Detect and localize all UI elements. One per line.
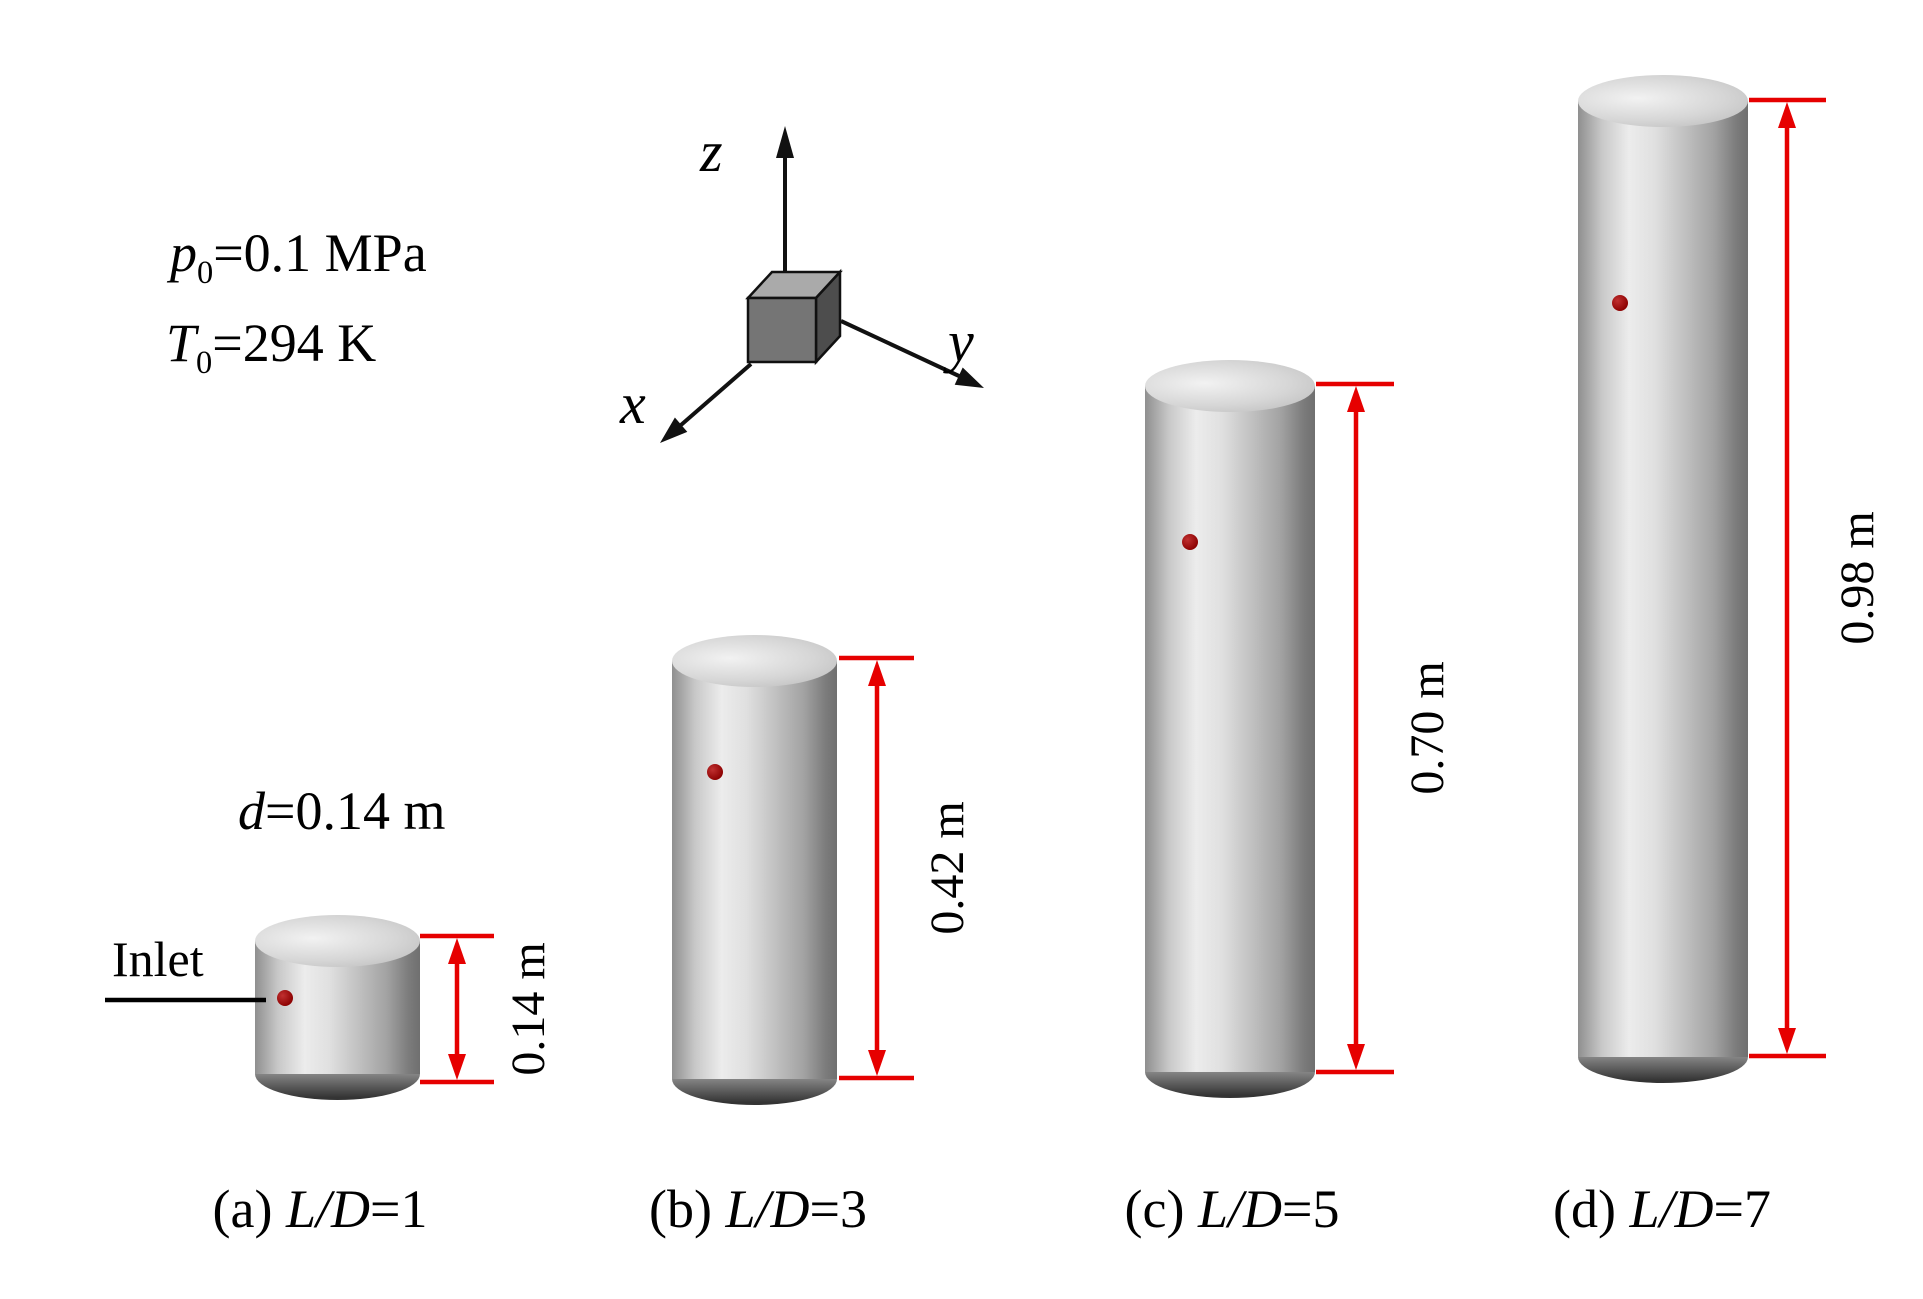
pressure-subscript: 0 [197, 254, 214, 291]
x-axis-arrow [660, 362, 753, 443]
cylinder-a [255, 915, 420, 1100]
caption-a-variable: L/D [285, 1179, 370, 1239]
caption-c: (c) L/D=5 [1082, 1178, 1382, 1240]
caption-c-prefix: (c) [1124, 1179, 1198, 1239]
cylinder-a-probe-dot [277, 990, 293, 1006]
dimension-arrow-a [420, 933, 494, 1085]
dimension-label-c: 0.70 m [1400, 661, 1454, 795]
pressure-symbol: p [170, 223, 197, 283]
dimension-arrow-b [839, 655, 914, 1081]
pressure-condition-label: p0=0.1 MPa [170, 222, 427, 292]
axis-cube [745, 268, 843, 366]
diameter-value: =0.14 m [265, 781, 446, 841]
caption-b: (b) L/D=3 [608, 1178, 908, 1240]
cylinder-b-body [672, 661, 837, 1079]
dimension-arrow-d [1749, 97, 1826, 1059]
dimension-label-a: 0.14 m [501, 942, 555, 1076]
temperature-symbol: T [166, 313, 197, 373]
caption-b-variable: L/D [725, 1179, 810, 1239]
diameter-symbol: d [238, 781, 265, 841]
pressure-value: =0.1 MPa [213, 223, 427, 283]
inlet-label: Inlet [112, 931, 204, 987]
dimension-label-b: 0.42 m [920, 801, 974, 935]
y-axis-label: y [948, 309, 974, 374]
cylinder-c-probe-dot [1182, 534, 1198, 550]
cylinder-c-body [1145, 386, 1315, 1072]
caption-a-value: =1 [370, 1179, 428, 1239]
dimension-arrow-c [1316, 381, 1394, 1075]
caption-b-prefix: (b) [649, 1179, 726, 1239]
caption-d-prefix: (d) [1553, 1179, 1630, 1239]
temperature-condition-label: T0=294 K [166, 312, 376, 382]
cylinder-a-top-face [255, 915, 420, 967]
z-axis-arrow [776, 126, 794, 302]
cylinder-b [672, 635, 837, 1105]
z-axis-label: z [700, 119, 723, 184]
caption-c-value: =5 [1282, 1179, 1340, 1239]
cylinder-b-top-face [672, 635, 837, 687]
cylinder-d-top-face [1578, 75, 1748, 127]
caption-b-value: =3 [809, 1179, 867, 1239]
caption-d-value: =7 [1713, 1179, 1771, 1239]
dimension-label-d: 0.98 m [1830, 511, 1884, 645]
x-axis-label: x [620, 371, 646, 436]
temperature-subscript: 0 [196, 344, 213, 381]
cylinder-d-body [1578, 101, 1748, 1057]
diameter-label: d=0.14 m [238, 780, 445, 842]
caption-d: (d) L/D=7 [1512, 1178, 1812, 1240]
cylinder-c-top-face [1145, 360, 1315, 412]
caption-a-prefix: (a) [212, 1179, 286, 1239]
cylinder-b-probe-dot [707, 764, 723, 780]
caption-c-variable: L/D [1197, 1179, 1282, 1239]
cylinder-c [1145, 360, 1315, 1098]
caption-a: (a) L/D=1 [170, 1178, 470, 1240]
temperature-value: =294 K [212, 313, 377, 373]
cylinder-d [1578, 75, 1748, 1083]
caption-d-variable: L/D [1629, 1179, 1714, 1239]
cylinder-d-probe-dot [1612, 295, 1628, 311]
